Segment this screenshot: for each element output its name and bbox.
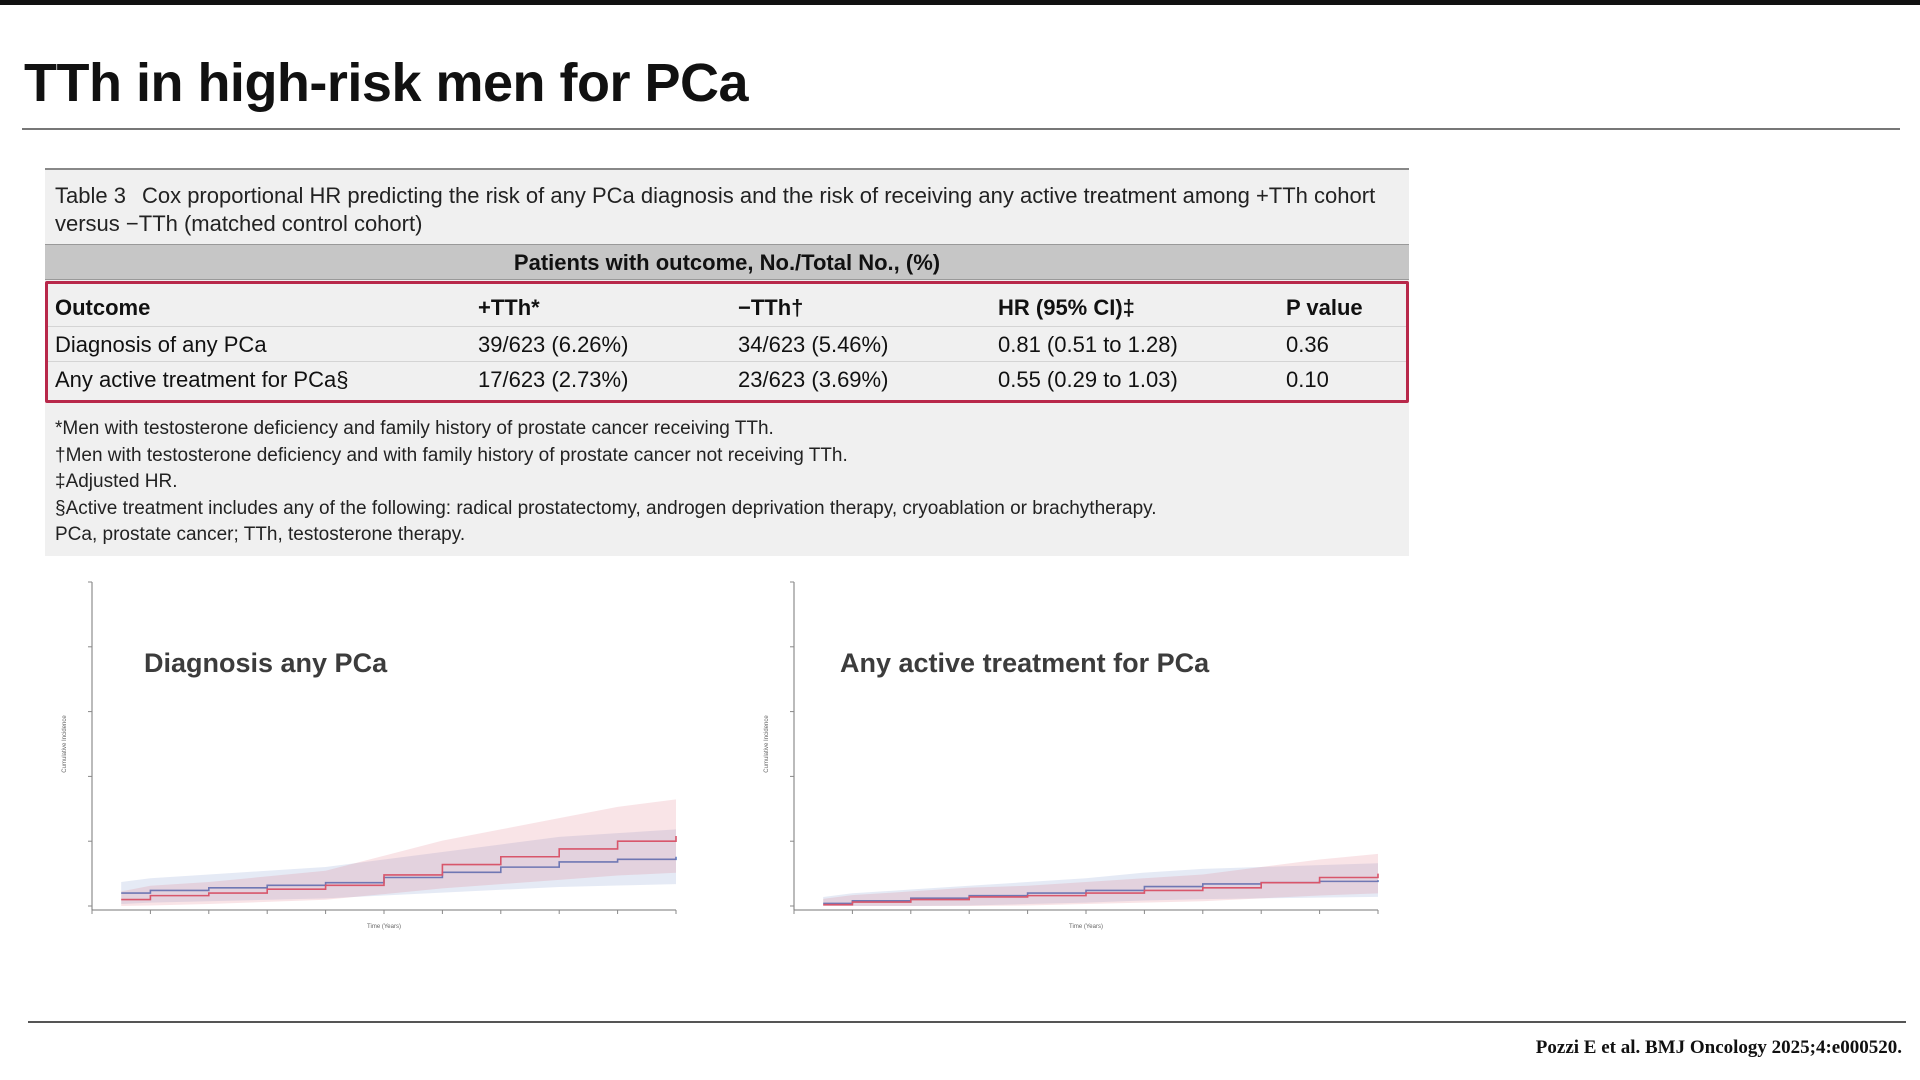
highlighted-table-body: Outcome +TTh* −TTh† HR (95% CI)‡ P value… (45, 281, 1409, 403)
km-chart-svg: Cumulative Incidence Time (Years) (62, 581, 677, 930)
km-chart-diagnosis: Cumulative Incidence Time (Years) Diagnos… (40, 570, 690, 1010)
footnote: ‡Adjusted HR. (55, 471, 178, 492)
table-cell-tth: 17/623 (2.73%) (478, 367, 629, 392)
footnote: PCa, prostate cancer; TTh, testosterone … (55, 524, 466, 545)
footnote: §Active treatment includes any of the fo… (55, 497, 1157, 519)
table-footnotes: *Men with testosterone deficiency and fa… (55, 416, 1395, 549)
table-caption-text: Cox proportional HR predicting the risk … (55, 183, 1376, 236)
series-ci-band (823, 863, 1378, 906)
table-row: Any active treatment for PCa§ 17/623 (2.… (48, 361, 1406, 397)
table-cell-no-tth: 34/623 (5.46%) (738, 332, 889, 357)
km-chart-active-treatment: Cumulative Incidence Time (Years) Any act… (742, 570, 1392, 1010)
y-axis-label: Cumulative Incidence (62, 715, 68, 773)
slide-title: TTh in high-risk men for PCa (24, 53, 749, 113)
km-chart-svg: Cumulative Incidence Time (Years) (764, 581, 1379, 930)
table-cell-no-tth: 23/623 (3.69%) (738, 367, 889, 392)
table-header-row: Outcome +TTh* −TTh† HR (95% CI)‡ P value (48, 290, 1406, 325)
table-cell-p-value: 0.36 (1286, 332, 1329, 357)
citation: Pozzi E et al. BMJ Oncology 2025;4:e0005… (1535, 1037, 1902, 1058)
x-axis-label: Time (Years) (1069, 924, 1103, 930)
column-header-tth: +TTh* (478, 295, 540, 320)
y-axis-label: Cumulative Incidence (764, 715, 770, 773)
column-header-no-tth: −TTh† (738, 295, 804, 320)
column-header-hr: HR (95% CI)‡ (998, 295, 1135, 320)
top-bar (0, 0, 1920, 5)
table-row: Diagnosis of any PCa 39/623 (6.26%) 34/6… (48, 326, 1406, 362)
series-ci-band (121, 829, 676, 905)
series-line (121, 836, 677, 901)
table-cell-outcome: Diagnosis of any PCa (55, 332, 267, 357)
footnote: †Men with testosterone deficiency and wi… (55, 444, 848, 466)
table-spanner-header: Patients with outcome, No./Total No., (%… (45, 244, 1409, 280)
series-line (823, 873, 1379, 906)
series-ci-band (823, 853, 1378, 906)
table-caption: Table 3 Cox proportional HR predicting th… (55, 182, 1395, 238)
table-cell-hr: 0.81 (0.51 to 1.28) (998, 332, 1178, 357)
column-header-p-value: P value (1286, 295, 1363, 320)
title-divider (22, 128, 1900, 130)
table-number: Table 3 (55, 183, 126, 208)
column-header-outcome: Outcome (55, 295, 151, 320)
table-cell-p-value: 0.10 (1286, 367, 1329, 392)
chart-title: Any active treatment for PCa (840, 648, 1210, 678)
footer-divider (28, 1021, 1906, 1023)
series-ci-band (121, 799, 676, 906)
table-cell-hr: 0.55 (0.29 to 1.03) (998, 367, 1178, 392)
chart-title: Diagnosis any PCa (144, 648, 388, 678)
results-table-panel: Table 3 Cox proportional HR predicting th… (45, 168, 1409, 556)
x-axis-label: Time (Years) (367, 924, 401, 930)
table-cell-outcome: Any active treatment for PCa§ (55, 367, 349, 392)
footnote: *Men with testosterone deficiency and fa… (55, 418, 774, 439)
table-cell-tth: 39/623 (6.26%) (478, 332, 629, 357)
